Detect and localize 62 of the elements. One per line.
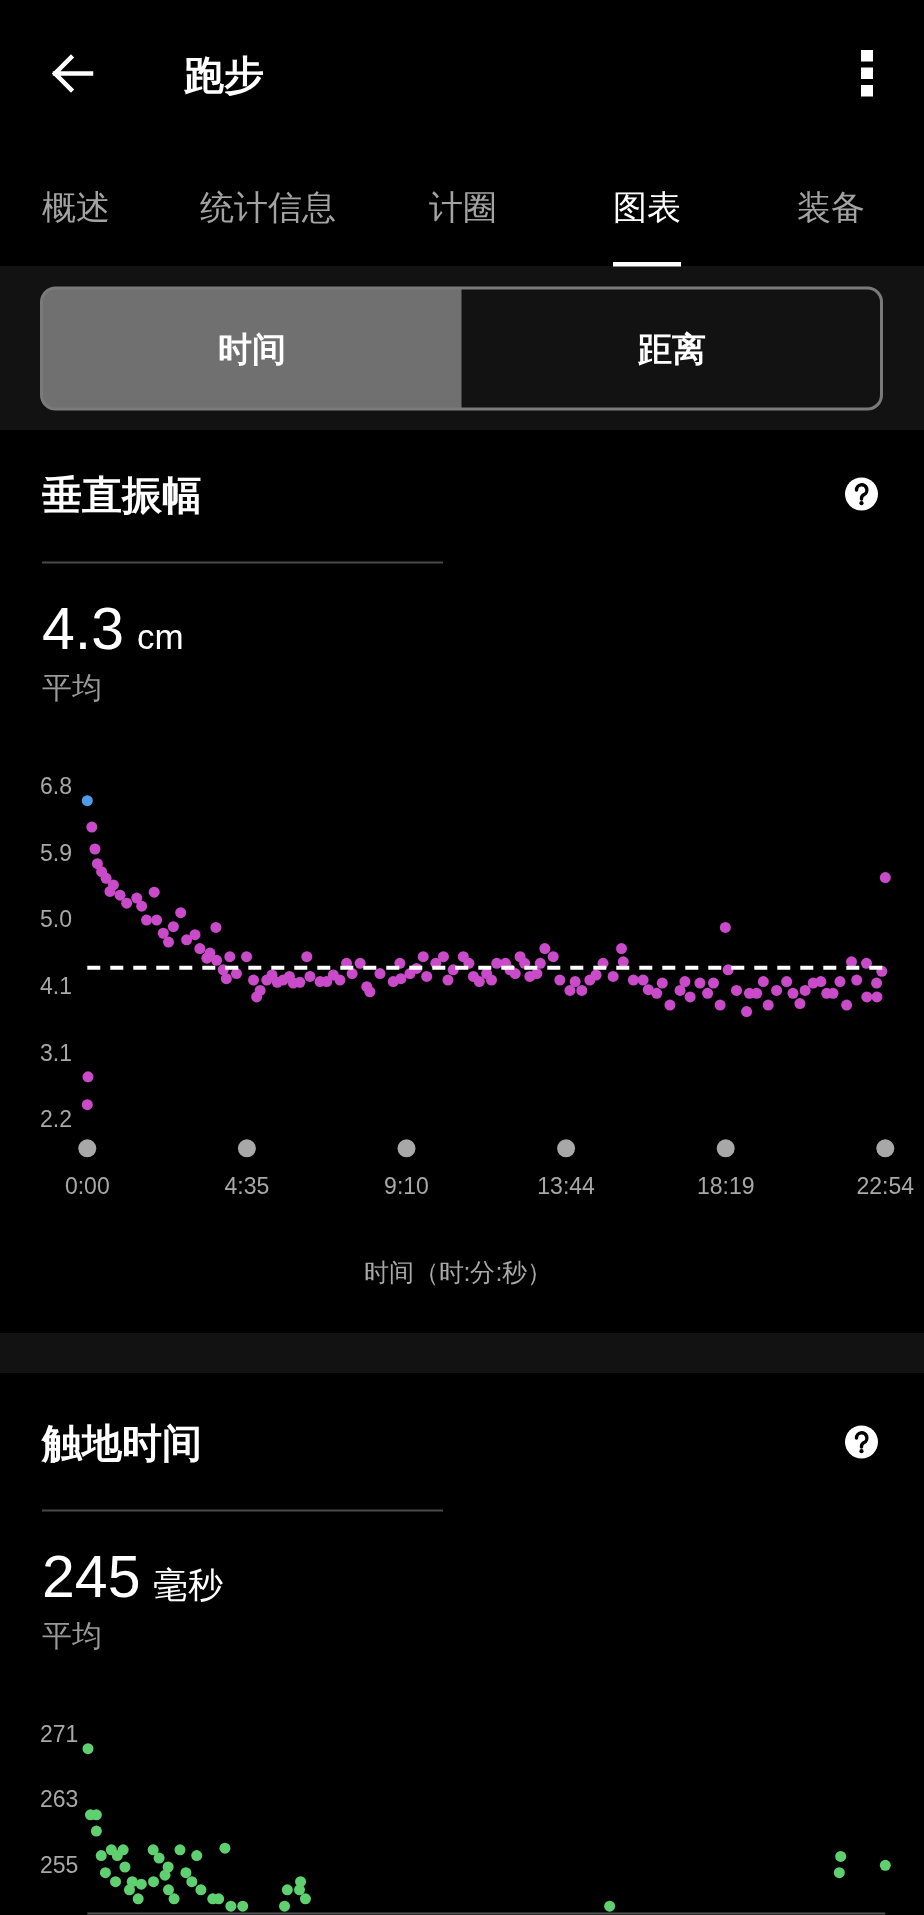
point <box>225 1900 237 1912</box>
x-tick-label: 18:19 <box>696 1173 755 1200</box>
y-tick-label: 271 <box>40 1721 79 1747</box>
point <box>110 1876 122 1888</box>
x-axis-title: 时间（时:分:秒） <box>363 1258 553 1287</box>
point <box>835 1850 847 1862</box>
point <box>147 1844 159 1856</box>
point <box>279 1900 291 1912</box>
point <box>153 1852 165 1864</box>
point <box>162 1884 174 1896</box>
point <box>174 1844 186 1856</box>
point <box>299 1893 311 1905</box>
point <box>168 1893 180 1905</box>
point <box>119 1861 131 1873</box>
y-tick-label: 6.8 <box>40 773 72 799</box>
chart-title: 垂直振幅 <box>41 472 202 517</box>
y-tick-label: 4.1 <box>40 972 72 999</box>
x-tick-label: 13:44 <box>537 1173 596 1200</box>
text: 4.3 cm <box>42 596 184 662</box>
y-tick-label: 2.2 <box>40 1106 72 1133</box>
y-tick-label: 5.9 <box>40 839 72 866</box>
text: 平均 <box>42 1618 102 1652</box>
chart-title: 触地时间 <box>41 1420 202 1465</box>
text: 距离 <box>636 329 706 368</box>
point <box>117 1844 129 1856</box>
y-tick-label: 255 <box>40 1851 79 1878</box>
point <box>148 1876 160 1888</box>
point <box>604 1900 616 1912</box>
text: 概述 <box>42 187 110 226</box>
point <box>195 1884 207 1896</box>
y-tick-label: 263 <box>40 1786 79 1813</box>
point <box>295 1876 307 1888</box>
x-tick-label: 0:00 <box>64 1173 110 1200</box>
point <box>99 1867 111 1879</box>
text: 跑步 <box>183 52 264 97</box>
text: 统计信息 <box>200 187 336 226</box>
x-tick-label: 4:35 <box>224 1173 270 1200</box>
point <box>126 1876 138 1888</box>
text: 计圈 <box>429 187 497 226</box>
point <box>135 1878 147 1890</box>
point <box>82 1743 94 1755</box>
point <box>879 1859 891 1871</box>
point <box>237 1900 249 1912</box>
point <box>162 1861 174 1873</box>
point <box>219 1842 231 1854</box>
x-tick-label: 22:54 <box>856 1173 915 1200</box>
point <box>132 1893 144 1905</box>
point <box>281 1884 293 1896</box>
x-tick-label: 9:10 <box>384 1173 429 1200</box>
y-tick-label: 5.0 <box>40 906 72 933</box>
text: 平均 <box>42 670 102 704</box>
point <box>95 1850 107 1862</box>
point <box>833 1867 845 1879</box>
text: 245 毫秒 <box>42 1544 224 1610</box>
point <box>180 1867 192 1879</box>
text: 图表 <box>613 187 681 226</box>
point <box>186 1876 198 1888</box>
point <box>191 1850 203 1862</box>
y-tick-label: 3.1 <box>40 1039 72 1066</box>
text: 时间 <box>217 329 286 368</box>
text: 装备 <box>797 187 865 226</box>
point <box>90 1825 102 1837</box>
